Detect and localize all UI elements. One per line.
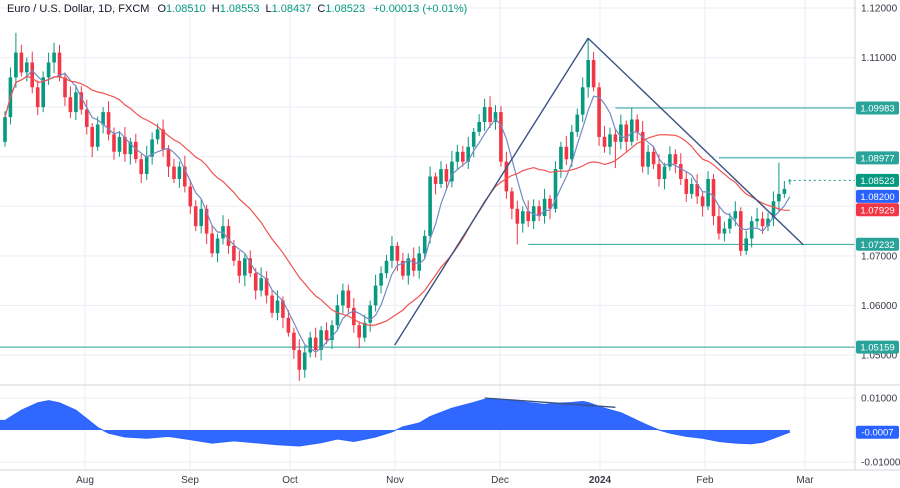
svg-text:-0.0007: -0.0007 xyxy=(861,428,893,439)
ohlc-open: O1.08510 xyxy=(157,3,206,15)
svg-text:1.05000: 1.05000 xyxy=(861,350,898,361)
svg-text:1.05159: 1.05159 xyxy=(860,343,894,354)
candlestick-series[interactable] xyxy=(3,32,792,381)
ma-fast-line[interactable] xyxy=(4,69,791,353)
descending-trendline[interactable] xyxy=(587,37,804,246)
svg-text:1.11000: 1.11000 xyxy=(861,53,897,64)
svg-text:Mar: Mar xyxy=(796,475,814,486)
svg-text:-0.01000: -0.01000 xyxy=(861,458,900,469)
svg-text:Sep: Sep xyxy=(181,475,199,486)
svg-text:Feb: Feb xyxy=(696,475,714,486)
trendlines[interactable] xyxy=(394,37,804,346)
svg-text:Nov: Nov xyxy=(386,475,404,486)
svg-text:2024: 2024 xyxy=(589,475,612,486)
level-price-label xyxy=(856,101,899,115)
svg-text:1.12000: 1.12000 xyxy=(861,4,898,15)
price-axis[interactable]: 1.12000 1.11000 1.07000 1.06000 1.05000 0.010… xyxy=(856,4,900,469)
ohlc-close: C1.08523 xyxy=(317,3,366,15)
svg-text:1.07929: 1.07929 xyxy=(860,205,894,216)
symbol-legend: Euro / U.S. Dollar, 1D, FXCM O1.08510 H1… xyxy=(7,3,467,15)
ascending-trendline[interactable] xyxy=(394,37,589,346)
svg-text:1.08523: 1.08523 xyxy=(860,176,894,187)
ohlc-low: L1.08437 xyxy=(265,3,312,15)
level-price-label xyxy=(856,237,899,251)
ohlc-high: H1.08553 xyxy=(211,3,260,15)
horizontal-level-lines[interactable] xyxy=(0,107,855,348)
svg-text:1.07000: 1.07000 xyxy=(861,251,898,262)
ma-fast-price-label xyxy=(856,189,899,203)
svg-text:Oct: Oct xyxy=(282,475,298,486)
oscillator-pane[interactable] xyxy=(0,397,790,447)
gridlines xyxy=(0,0,855,470)
level-price-label xyxy=(856,340,899,354)
level-price-label xyxy=(856,151,899,165)
current-price-label xyxy=(856,173,899,187)
svg-text:1.06000: 1.06000 xyxy=(861,301,898,312)
ma-slow-price-label xyxy=(856,203,899,217)
time-axis[interactable]: Aug Sep Oct Nov Dec 2024 Feb Mar xyxy=(76,475,814,486)
svg-text:1.09983: 1.09983 xyxy=(860,103,894,114)
svg-text:1.07232: 1.07232 xyxy=(860,240,894,251)
svg-text:0.01000: 0.01000 xyxy=(861,394,898,405)
svg-text:1.08200: 1.08200 xyxy=(860,192,894,203)
oscillator-outline xyxy=(0,398,790,447)
oscillator-area xyxy=(0,398,790,446)
ma-slow-line[interactable] xyxy=(4,75,790,327)
price-change: +0.00013 (+0.01%) xyxy=(373,3,468,15)
oscillator-value-label xyxy=(856,425,899,439)
svg-text:1.08977: 1.08977 xyxy=(860,153,894,164)
svg-text:Dec: Dec xyxy=(491,475,509,486)
oscillator-divergence-line[interactable] xyxy=(484,397,616,408)
symbol-title[interactable]: Euro / U.S. Dollar, 1D, FXCM xyxy=(7,3,150,15)
svg-text:Aug: Aug xyxy=(76,475,94,486)
